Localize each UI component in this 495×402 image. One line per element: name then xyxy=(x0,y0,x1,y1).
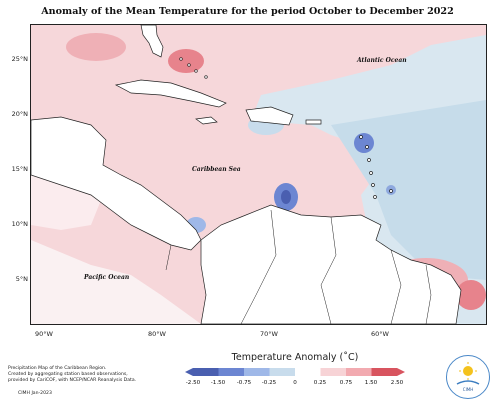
island xyxy=(369,171,373,175)
map-title: Anomaly of the Mean Temperature for the … xyxy=(41,6,454,17)
island xyxy=(367,158,371,162)
colorbar-tick: 0.75 xyxy=(339,380,353,386)
colorbar-segment xyxy=(346,368,372,376)
gulf-neutral-field xyxy=(31,165,101,230)
colorbar-segment xyxy=(193,368,219,376)
island xyxy=(365,145,369,149)
cimh-logo: CIMH xyxy=(446,355,490,399)
jamaica xyxy=(195,116,218,125)
anomaly-map-canvas xyxy=(31,25,486,324)
footer-note-3: provided by CariCOF, with NCEP/NCAR Rean… xyxy=(8,378,137,383)
caribbean-sea-label: Caribbean Sea xyxy=(192,166,241,173)
x-tick: 70°W xyxy=(260,330,278,338)
hispaniola xyxy=(245,106,294,126)
footer-note-1: Precipitation Map of the Caribbean Regio… xyxy=(8,366,107,371)
logo-text: CIMH xyxy=(463,387,473,392)
colorbar-segment xyxy=(295,368,321,376)
island xyxy=(389,189,393,193)
colorbar-segment xyxy=(269,368,295,376)
footer-credit: CIMH Jan-2023 xyxy=(18,391,52,396)
island xyxy=(194,69,198,73)
cool-anomaly-antilles xyxy=(354,133,374,153)
y-tick: 20°N xyxy=(11,110,28,118)
colorbar xyxy=(185,368,405,376)
colorbar-segment xyxy=(218,368,244,376)
anomaly-map xyxy=(30,24,487,325)
cool-anomaly-aruba-core xyxy=(281,190,291,204)
y-tick: 15°N xyxy=(11,165,28,173)
island xyxy=(179,57,183,61)
central-america xyxy=(31,116,202,251)
warm-anomaly-bahamas xyxy=(168,49,204,73)
warm-anomaly-east xyxy=(456,280,486,310)
atlantic-ocean-label: Atlantic Ocean xyxy=(357,57,407,64)
y-tick: 10°N xyxy=(11,220,28,228)
island xyxy=(204,75,208,79)
colorbar-tick: 1.50 xyxy=(364,380,378,386)
colorbar-tick: -0.25 xyxy=(261,380,277,386)
colorbar-segment xyxy=(371,368,397,376)
cuba xyxy=(114,79,227,108)
colorbar-segment xyxy=(244,368,270,376)
florida xyxy=(140,25,164,58)
warm-anomaly-gulf xyxy=(66,33,126,61)
x-tick: 90°W xyxy=(35,330,53,338)
x-tick: 80°W xyxy=(148,330,166,338)
legend-title: Temperature Anomaly (˚C) xyxy=(231,352,359,363)
colorbar-tick: 0 xyxy=(293,380,297,386)
x-tick: 60°W xyxy=(371,330,389,338)
colorbar-tick: -0.75 xyxy=(236,380,252,386)
y-tick: 5°N xyxy=(15,275,28,283)
colorbar-tick: -2.50 xyxy=(185,380,201,386)
y-tick: 25°N xyxy=(11,55,28,63)
puerto-rico xyxy=(305,119,322,125)
colorbar-arrow-left xyxy=(185,368,193,376)
colorbar-arrow-right xyxy=(397,368,405,376)
island xyxy=(187,63,191,67)
country-borders xyxy=(165,209,432,324)
sun-icon: CIMH xyxy=(456,362,480,392)
colorbar-tick: 0.25 xyxy=(313,380,327,386)
colorbar-tick: 2.50 xyxy=(390,380,404,386)
island xyxy=(373,195,377,199)
pacific-ocean-label: Pacific Ocean xyxy=(84,274,130,281)
colorbar-segment xyxy=(320,368,346,376)
colorbar-tick: -1.50 xyxy=(210,380,226,386)
footer-note-2: Created by aggregating station based obs… xyxy=(8,372,128,377)
island xyxy=(359,135,363,139)
pacific-neutral-field xyxy=(31,240,201,324)
island xyxy=(371,183,375,187)
